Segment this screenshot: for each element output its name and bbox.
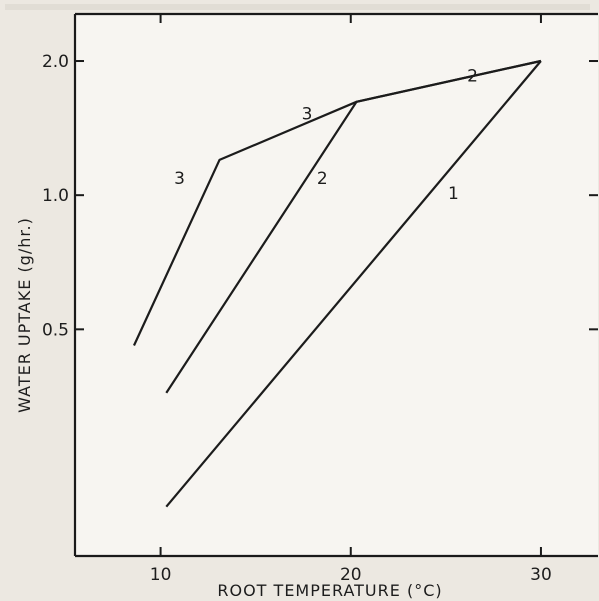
x-tick-label-10: 10 [150, 565, 172, 585]
y-tick-label-2: 2.0 [42, 52, 69, 72]
curve-label-2-1: 2 [317, 169, 328, 189]
series-line-3 [133, 59, 542, 346]
plot-frame [73, 12, 598, 558]
curve-labels-layer: 1 2 2 3 3 [174, 66, 478, 204]
y-tick-label-1: 1.0 [42, 186, 69, 206]
axis-ticks: 10 20 30 0.5 1.0 2.0 [42, 14, 598, 585]
background-text-texture [5, 4, 590, 10]
series-layer [133, 59, 542, 508]
curve-label-3-4: 3 [302, 104, 313, 124]
x-tick-label-20: 20 [340, 565, 362, 585]
x-tick-label-30: 30 [530, 565, 552, 585]
plot-background [75, 14, 598, 556]
series-line-1 [165, 60, 542, 508]
curve-label-2-2: 2 [467, 66, 478, 86]
y-axis-title: WATER UPTAKE (g/hr.) [15, 217, 34, 413]
curve-label-1-0: 1 [448, 184, 459, 204]
y-tick-label-0.5: 0.5 [42, 320, 69, 340]
curve-label-3-3: 3 [174, 169, 185, 189]
x-axis-title: ROOT TEMPERATURE (°C) [217, 581, 442, 600]
